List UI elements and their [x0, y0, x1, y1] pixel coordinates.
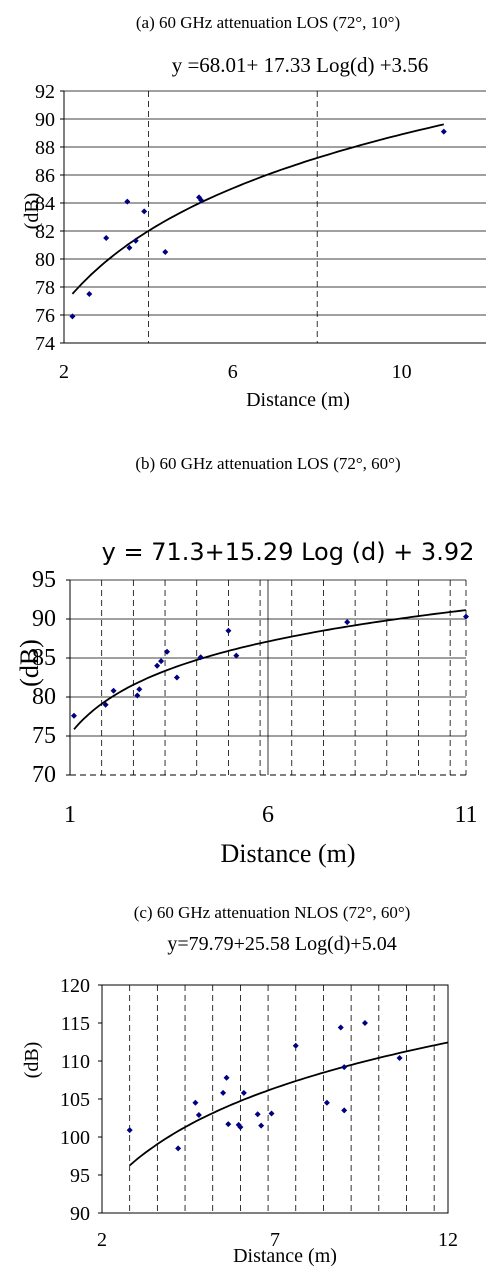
y-tick-label: 78	[35, 277, 55, 299]
y-tick-label: 120	[60, 975, 90, 997]
data-point	[102, 701, 109, 708]
data-point	[141, 208, 148, 215]
plot-frame	[101, 984, 449, 1214]
chart-b-caption: (b) 60 GHz attenuation LOS (72°, 60°)	[135, 454, 400, 473]
data-point	[124, 198, 131, 205]
data-point	[197, 654, 204, 661]
chart-b-ylabel: (dB)	[15, 639, 44, 687]
y-tick-label: 86	[35, 165, 55, 187]
chart-a-ylabel: (dB)	[21, 193, 43, 230]
data-point	[292, 1042, 299, 1049]
chart-c-ylabel: (dB)	[21, 1042, 43, 1079]
y-tick-label: 70	[32, 762, 56, 788]
data-point	[220, 1089, 227, 1096]
chart-c-equation: y=79.79+25.58 Log(d)+5.04	[167, 933, 396, 955]
data-point	[103, 235, 110, 241]
data-point	[440, 128, 447, 135]
data-point	[268, 1110, 275, 1117]
data-point	[192, 1099, 199, 1106]
data-point	[258, 1122, 265, 1129]
y-tick-label: 82	[35, 221, 55, 243]
fit-curve	[129, 1041, 449, 1167]
y-tick-label: 95	[32, 567, 56, 593]
x-tick-label: 2	[59, 361, 69, 383]
y-tick-label: 88	[35, 137, 55, 159]
y-tick-label: 90	[70, 1203, 90, 1225]
data-point	[225, 627, 232, 634]
y-tick-label: 105	[60, 1089, 90, 1111]
chart-a-caption: (a) 60 GHz attenuation LOS (72°, 10°)	[136, 13, 400, 32]
y-tick-label: 100	[60, 1127, 90, 1149]
x-tick-label: 6	[262, 802, 274, 828]
data-point	[86, 291, 93, 297]
chart-b-equation: y = 71.3+15.29 Log (d) + 3.92	[102, 538, 475, 566]
x-tick-label: 2	[97, 1229, 107, 1251]
fit-curve	[71, 123, 444, 295]
chart-a-equation: y =68.01+ 17.33 Log(d) +3.56	[172, 53, 429, 77]
data-point	[225, 1121, 232, 1128]
data-point	[233, 652, 240, 659]
data-point	[240, 1089, 247, 1096]
data-point	[70, 712, 77, 719]
x-tick-label: 10	[392, 361, 412, 383]
data-point	[254, 1111, 261, 1118]
fit-curve	[73, 609, 467, 730]
data-point	[237, 1124, 244, 1131]
x-tick-label: 7	[270, 1229, 280, 1251]
y-tick-label: 84	[35, 193, 55, 215]
data-point	[337, 1024, 344, 1031]
data-point	[126, 244, 133, 251]
x-tick-label: 11	[454, 802, 477, 828]
data-point	[463, 613, 469, 620]
y-tick-label: 85	[32, 645, 56, 671]
y-tick-label: 90	[32, 606, 56, 632]
x-tick-label: 1	[64, 802, 76, 828]
data-point	[69, 313, 76, 320]
data-point	[132, 237, 139, 244]
y-tick-label: 75	[32, 723, 56, 749]
data-point	[323, 1099, 330, 1106]
chart-c-xlabel: Distance (m)	[233, 1245, 337, 1267]
x-tick-label: 12	[438, 1229, 458, 1251]
y-tick-label: 76	[35, 305, 55, 327]
data-point	[361, 1020, 368, 1026]
y-tick-label: 80	[32, 684, 56, 710]
chart-a-plot: 74 76 78 80 82 84 86 88 90 92 2 6 10	[35, 81, 486, 383]
data-point	[195, 1111, 202, 1118]
data-point	[341, 1064, 348, 1071]
y-tick-label: 110	[61, 1051, 90, 1073]
data-point	[223, 1074, 230, 1081]
y-tick-label: 115	[61, 1013, 90, 1035]
y-tick-label: 95	[70, 1165, 90, 1187]
x-tick-label: 6	[228, 361, 238, 383]
chart-b-plot: 70 75 80 85 90 95 1 6 11	[32, 567, 478, 828]
data-point	[154, 662, 161, 669]
data-point	[396, 1054, 403, 1061]
chart-c-plot: 90 95 100 105 110 115 120 2 7 12	[60, 975, 458, 1251]
data-point	[173, 674, 180, 681]
chart-b-xlabel: Distance (m)	[220, 839, 355, 868]
data-point	[110, 687, 117, 694]
data-point	[136, 686, 143, 693]
data-point	[175, 1145, 182, 1152]
data-point	[344, 619, 351, 626]
data-point	[198, 197, 205, 204]
y-tick-label: 74	[35, 333, 55, 355]
y-tick-label: 90	[35, 109, 55, 131]
data-point	[158, 658, 165, 665]
data-point	[162, 249, 169, 255]
y-tick-label: 80	[35, 249, 55, 271]
y-tick-label: 92	[35, 81, 55, 103]
chart-c-caption: (c) 60 GHz attenuation NLOS (72°, 60°)	[134, 903, 411, 922]
data-point	[341, 1107, 348, 1114]
data-point	[134, 692, 141, 699]
data-point	[164, 648, 171, 655]
data-point	[126, 1127, 133, 1134]
chart-a-xlabel: Distance (m)	[246, 389, 350, 411]
